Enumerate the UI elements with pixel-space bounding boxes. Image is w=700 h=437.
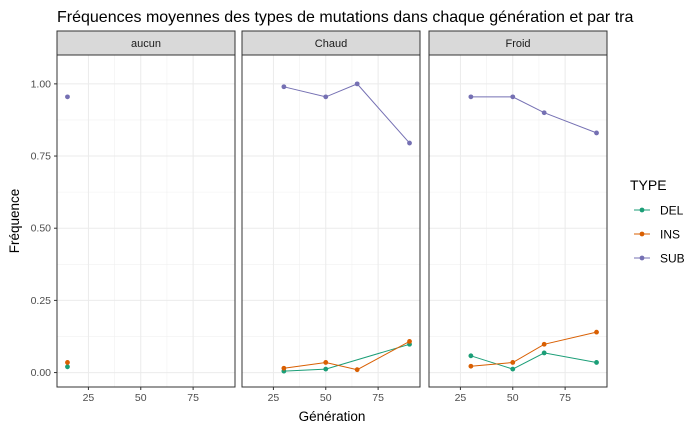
chart-title: Fréquences moyennes des types de mutatio… [57,9,633,26]
data-point-ins [468,363,474,369]
legend-label-sub: SUB [660,252,685,266]
legend-marker-del [639,207,645,213]
data-point-sub [323,94,329,100]
data-point-del [510,366,516,372]
facet-strip [428,30,608,56]
y-tick-label: 0.25 [31,295,52,307]
data-point-sub [407,140,412,146]
y-tick-label: 0.00 [31,367,52,379]
x-tick-label: 25 [455,392,467,404]
data-point-del [323,366,329,372]
facet-label: Chaud [315,38,347,50]
x-tick-label: 50 [320,392,332,404]
series-line-ins [470,331,597,367]
panel-border [241,54,421,388]
series-line-sub [283,83,410,144]
data-point-ins [65,360,70,365]
x-axis-title: Génération [299,409,366,424]
data-point-sub [510,94,516,100]
legend-label-ins: INS [660,228,680,242]
data-point-sub [281,84,287,90]
x-tick-label: 50 [507,392,519,404]
panel-border [428,54,608,388]
data-point-ins [510,360,516,365]
x-tick-label: 25 [83,392,95,404]
data-point-sub [354,81,360,87]
x-tick-label: 25 [268,392,280,404]
data-point-ins [407,338,412,344]
panel-border [56,54,236,388]
data-point-ins [323,360,329,365]
facet-strip [241,30,421,56]
series-line-del [470,352,597,370]
legend-marker-sub [639,255,645,261]
series-line-sub [470,96,597,134]
data-point-del [594,360,599,365]
data-point-sub [468,94,474,100]
data-point-ins [541,341,547,347]
data-point-ins [354,367,360,373]
x-tick-label: 50 [135,392,147,404]
series-line-ins [283,340,410,371]
x-tick-label: 75 [559,392,571,404]
facet-label: aucun [131,38,161,50]
data-point-ins [594,329,599,335]
data-point-sub [594,130,599,136]
data-point-del [541,350,547,356]
x-tick-label: 75 [372,392,384,404]
y-tick-label: 1.00 [31,78,52,90]
y-tick-label: 0.50 [31,223,52,235]
legend-label-del: DEL [660,204,684,218]
data-point-ins [281,365,287,371]
panel-background [429,55,607,387]
legend-marker-ins [639,231,645,237]
y-tick-label: 0.75 [31,151,52,163]
data-point-sub [65,94,70,100]
facet-strip [56,30,236,56]
panel-background [242,55,420,387]
data-point-del [65,364,70,370]
y-axis-title: Fréquence [7,189,22,254]
panel-background [57,55,235,387]
x-tick-label: 75 [187,392,199,404]
legend-title: TYPE [630,177,667,193]
data-point-del [468,353,474,359]
facet-label: Froid [505,38,530,50]
data-point-sub [541,110,547,116]
